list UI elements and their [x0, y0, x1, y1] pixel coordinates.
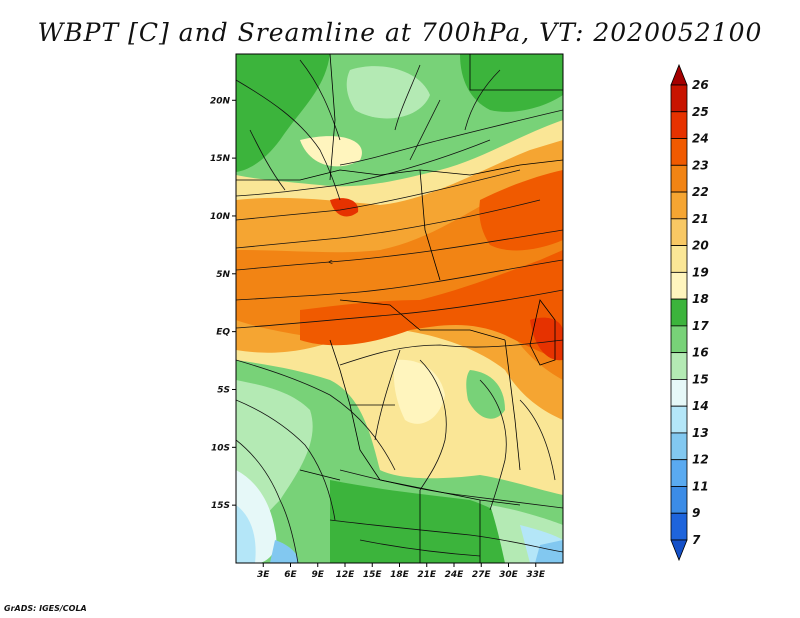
- colorbar-label: 12: [692, 453, 709, 467]
- colorbar-label: 9: [692, 506, 700, 520]
- lat-label: 5N: [216, 270, 230, 280]
- lon-label: 6E: [284, 570, 297, 580]
- lat-label: 5S: [217, 385, 230, 395]
- lon-label: 24E: [445, 570, 465, 580]
- map-title: WBPT [C] and Sreamline at 700hPa, VT: 20…: [37, 18, 763, 47]
- colorbar-segment: [670, 379, 688, 407]
- colorbar-segment: [670, 459, 688, 487]
- colorbar: 26 25 24 23 22 21 20 19 18 17 16 15 14 13 12 11 9 7: [670, 63, 709, 562]
- lat-label: 15S: [211, 501, 230, 511]
- colorbar-segment: [670, 432, 688, 461]
- colorbar-label: 22: [692, 185, 709, 199]
- longitude-axis: 3E 6E 9E 12E 15E 18E 21E 24E 27E 30E 33E: [257, 563, 546, 580]
- lon-label: 9E: [312, 570, 325, 580]
- lat-label: EQ: [216, 328, 230, 338]
- lon-label: 21E: [417, 570, 437, 580]
- colorbar-label: 24: [692, 132, 709, 146]
- colorbar-label: 21: [692, 212, 709, 226]
- colorbar-segment: [670, 245, 688, 273]
- lon-label: 12E: [336, 570, 356, 580]
- lon-label: 30E: [499, 570, 519, 580]
- colorbar-label: 17: [692, 319, 709, 333]
- colorbar-label: 23: [692, 158, 709, 172]
- colorbar-segment: [670, 512, 688, 541]
- lat-label: 20N: [210, 96, 231, 106]
- colorbar-segment: [670, 138, 688, 166]
- lat-label: 10S: [211, 443, 230, 453]
- colorbar-segment: [670, 352, 688, 380]
- colorbar-top-triangle: [670, 63, 688, 86]
- colorbar-segment: [670, 218, 688, 246]
- streamlines: [236, 59, 563, 563]
- lat-label: 10N: [210, 212, 231, 222]
- lon-label: 18E: [390, 570, 410, 580]
- colorbar-segment: [670, 271, 688, 300]
- colorbar-label: 14: [692, 399, 709, 413]
- lon-label: 27E: [472, 570, 492, 580]
- colorbar-segment: [670, 325, 688, 354]
- lon-label: 3E: [257, 570, 270, 580]
- latitude-axis: 20N 15N 10N 5N EQ 5S 10S 15S: [210, 96, 236, 511]
- lat-label: 15N: [210, 154, 231, 164]
- colorbar-label: 26: [692, 78, 709, 92]
- country-borders: [236, 54, 563, 563]
- map-figure: 20N 15N 10N 5N EQ 5S 10S 15S 3E 6E 9E 12E 15E 18E 21E…: [210, 53, 709, 580]
- lon-label: 15E: [363, 570, 383, 580]
- colorbar-label: 7: [692, 533, 701, 547]
- colorbar-segment: [670, 191, 688, 220]
- colorbar-label: 11: [692, 479, 709, 493]
- colorbar-label: 20: [692, 239, 709, 253]
- colorbar-segment: [670, 164, 688, 193]
- colorbar-label: 16: [692, 346, 709, 360]
- colorbar-segment: [670, 84, 688, 113]
- colorbar-label: 13: [692, 426, 709, 440]
- wbpt-field: [236, 54, 563, 563]
- colorbar-label: 18: [692, 292, 709, 306]
- colorbar-label: 15: [692, 372, 709, 386]
- grads-credit: GrADS: IGES/COLA: [4, 604, 87, 613]
- colorbar-label: 19: [692, 265, 709, 279]
- lon-label: 33E: [526, 570, 546, 580]
- colorbar-segment: [670, 486, 688, 514]
- colorbar-segment: [670, 405, 688, 434]
- colorbar-bottom-triangle: [670, 539, 688, 562]
- colorbar-segment: [670, 298, 688, 327]
- colorbar-label: 25: [692, 105, 709, 119]
- colorbar-segment: [670, 111, 688, 139]
